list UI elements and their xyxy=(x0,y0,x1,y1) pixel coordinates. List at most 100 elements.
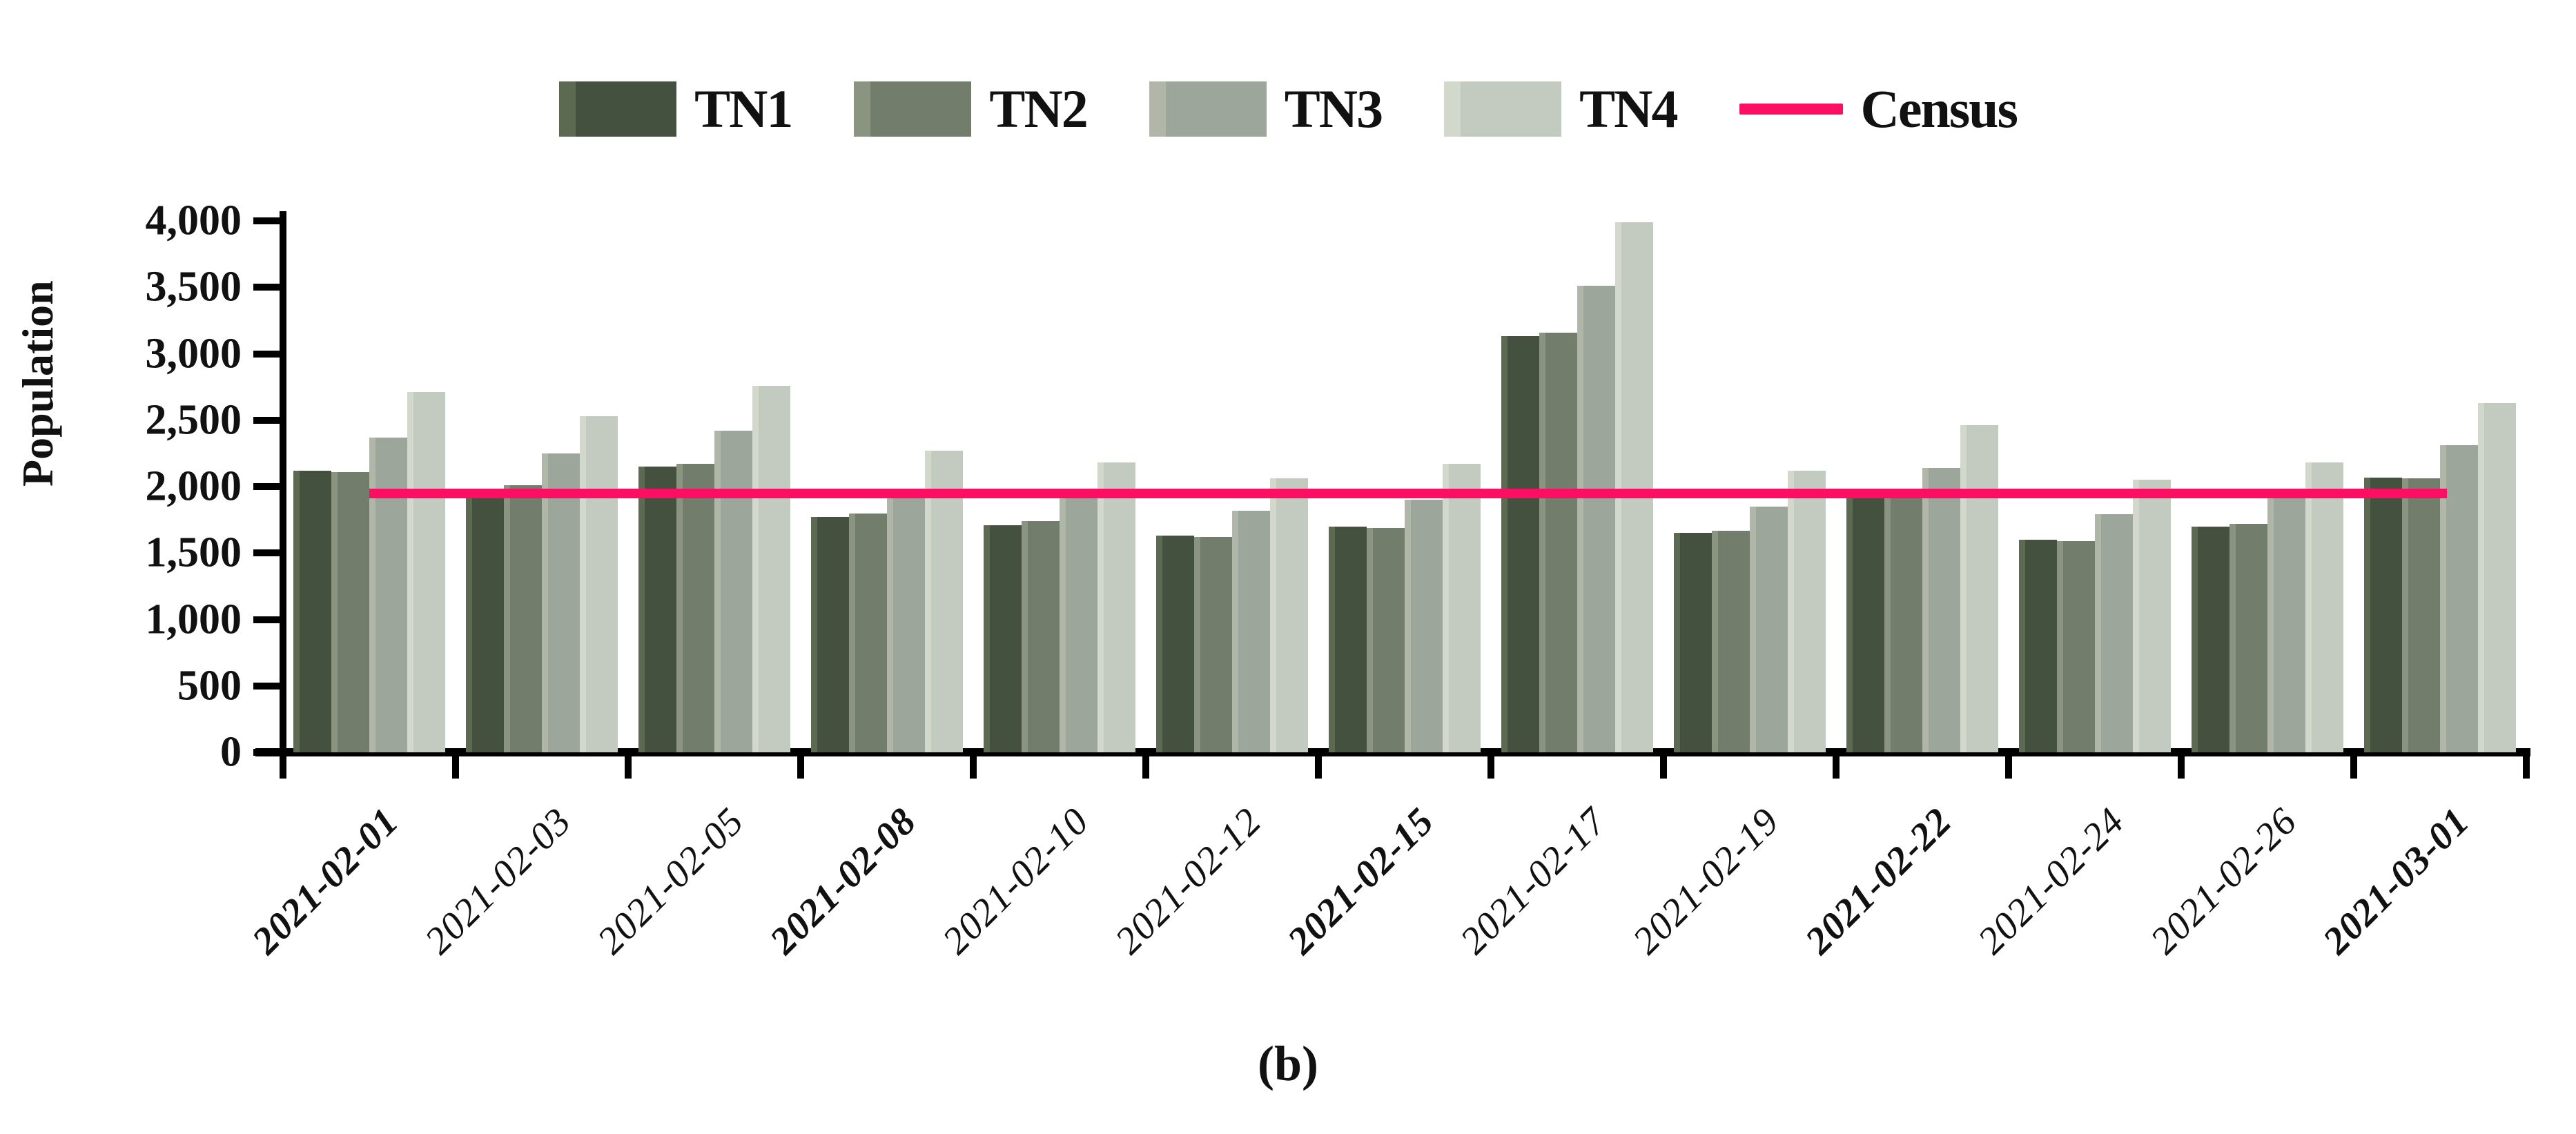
y-tick-label: 4,000 xyxy=(145,197,242,244)
bar-tn1-2021-02-17 xyxy=(1501,336,1539,752)
bar-tn3-2021-02-05 xyxy=(714,431,752,752)
bar-tn2-2021-02-12 xyxy=(1194,537,1232,752)
bar-tn1-2021-02-12 xyxy=(1156,536,1194,752)
x-tick-mark xyxy=(625,752,632,779)
y-tick-label: 3,000 xyxy=(145,330,242,377)
legend-swatch-tn1 xyxy=(559,81,677,137)
bar-tn2-2021-02-22 xyxy=(1884,494,1922,752)
bar-tn2-2021-02-03 xyxy=(504,485,542,752)
bar-tn3-2021-02-26 xyxy=(2267,497,2305,752)
bar-tn2-2021-02-08 xyxy=(849,513,887,752)
y-tick-mark xyxy=(253,616,280,623)
bar-tn2-2021-02-19 xyxy=(1712,530,1750,752)
x-tick-mark xyxy=(452,752,459,779)
bar-tn2-2021-02-24 xyxy=(2057,540,2095,752)
bar-tn4-2021-02-05 xyxy=(752,385,790,752)
x-tick-mark xyxy=(1142,752,1149,779)
bar-tn4-2021-02-26 xyxy=(2305,462,2343,752)
bar-tn1-2021-02-19 xyxy=(1674,533,1712,752)
y-tick-label: 0 xyxy=(220,728,242,776)
legend-swatch-tn2 xyxy=(854,81,972,137)
y-tick-mark xyxy=(253,416,280,424)
x-tick-mark xyxy=(2178,752,2185,779)
x-tick-mark xyxy=(2523,752,2530,779)
bar-tn1-2021-02-26 xyxy=(2192,526,2229,752)
bar-tn2-2021-02-15 xyxy=(1367,527,1405,752)
legend-item-tn2: TN2 xyxy=(854,78,1089,140)
y-tick-mark xyxy=(253,483,280,490)
bar-tn3-2021-02-03 xyxy=(542,453,580,752)
bar-tn4-2021-02-12 xyxy=(1270,478,1308,752)
x-tick-mark xyxy=(280,752,286,779)
legend-item-tn1: TN1 xyxy=(559,78,793,140)
legend-label: TN4 xyxy=(1579,79,1678,139)
y-axis-title: Population xyxy=(13,280,62,487)
legend-label: TN2 xyxy=(989,79,1088,139)
y-tick-mark xyxy=(253,350,280,358)
bar-tn1-2021-02-08 xyxy=(811,517,849,752)
y-tick-label: 2,000 xyxy=(145,462,242,510)
bar-tn3-2021-02-12 xyxy=(1232,510,1270,752)
x-tick-mark xyxy=(1315,752,1322,779)
legend-label: TN1 xyxy=(694,79,793,139)
bar-tn3-2021-02-24 xyxy=(2095,514,2133,752)
y-tick-label: 2,500 xyxy=(145,396,242,444)
bar-tn4-2021-02-17 xyxy=(1615,222,1653,752)
legend-item-tn4: TN4 xyxy=(1444,78,1679,140)
y-tick-label: 1,500 xyxy=(145,529,242,576)
bar-tn4-2021-02-22 xyxy=(1960,425,1998,752)
x-tick-mark xyxy=(797,752,804,779)
legend-label: Census xyxy=(1860,79,2018,139)
bar-tn3-2021-02-01 xyxy=(369,437,407,752)
y-tick-mark xyxy=(253,549,280,557)
y-tick-mark xyxy=(253,217,280,224)
y-tick-mark xyxy=(253,284,280,291)
x-tick-mark xyxy=(2350,752,2357,779)
bar-tn3-2021-02-10 xyxy=(1060,494,1097,752)
y-tick-label: 3,500 xyxy=(145,263,242,311)
x-tick-mark xyxy=(970,752,977,779)
bar-tn1-2021-02-01 xyxy=(293,470,331,752)
bar-tn2-2021-02-10 xyxy=(1022,521,1060,752)
chart-legend: TN1 TN2 TN3 TN4 Census xyxy=(0,61,2576,157)
x-tick-mark xyxy=(1660,752,1667,779)
bar-tn4-2021-02-19 xyxy=(1788,470,1826,752)
y-axis-line xyxy=(280,211,286,762)
legend-item-census: Census xyxy=(1739,78,2018,140)
bar-tn1-2021-02-10 xyxy=(984,525,1022,752)
bar-tn3-2021-02-19 xyxy=(1750,506,1788,752)
legend-census-line-swatch xyxy=(1739,104,1843,115)
bar-tn3-2021-02-22 xyxy=(1922,468,1960,752)
bar-tn4-2021-02-10 xyxy=(1097,462,1135,752)
bar-tn4-2021-02-01 xyxy=(407,392,445,752)
x-tick-mark xyxy=(2005,752,2012,779)
x-tick-mark xyxy=(1833,752,1840,779)
legend-swatch-tn3 xyxy=(1149,81,1267,137)
bar-tn2-2021-02-01 xyxy=(331,471,369,752)
bar-tn4-2021-02-03 xyxy=(580,416,618,752)
bar-tn4-2021-02-15 xyxy=(1443,464,1481,752)
legend-item-tn3: TN3 xyxy=(1149,78,1383,140)
bar-tn1-2021-02-05 xyxy=(638,467,676,752)
bar-tn1-2021-02-03 xyxy=(466,496,504,752)
bar-tn4-2021-02-24 xyxy=(2133,480,2171,752)
bar-tn4-2021-02-08 xyxy=(925,451,963,752)
bar-tn1-2021-02-22 xyxy=(1846,496,1884,752)
bar-tn2-2021-02-17 xyxy=(1539,332,1577,752)
legend-swatch-tn4 xyxy=(1444,81,1562,137)
figure-caption: (b) xyxy=(1258,1036,1318,1091)
bar-tn4-2021-03-01 xyxy=(2478,402,2516,752)
x-tick-mark xyxy=(1487,752,1494,779)
y-tick-label: 1,000 xyxy=(145,596,242,643)
y-tick-label: 500 xyxy=(177,662,242,710)
bar-tn3-2021-02-15 xyxy=(1405,500,1443,752)
bar-tn2-2021-02-05 xyxy=(676,464,714,752)
bar-tn3-2021-02-17 xyxy=(1577,286,1615,752)
bar-tn3-2021-02-08 xyxy=(887,494,925,752)
bar-tn1-2021-02-24 xyxy=(2019,540,2057,752)
bar-tn1-2021-03-01 xyxy=(2364,477,2402,752)
legend-label: TN3 xyxy=(1284,79,1383,139)
bar-tn1-2021-02-15 xyxy=(1329,526,1367,752)
